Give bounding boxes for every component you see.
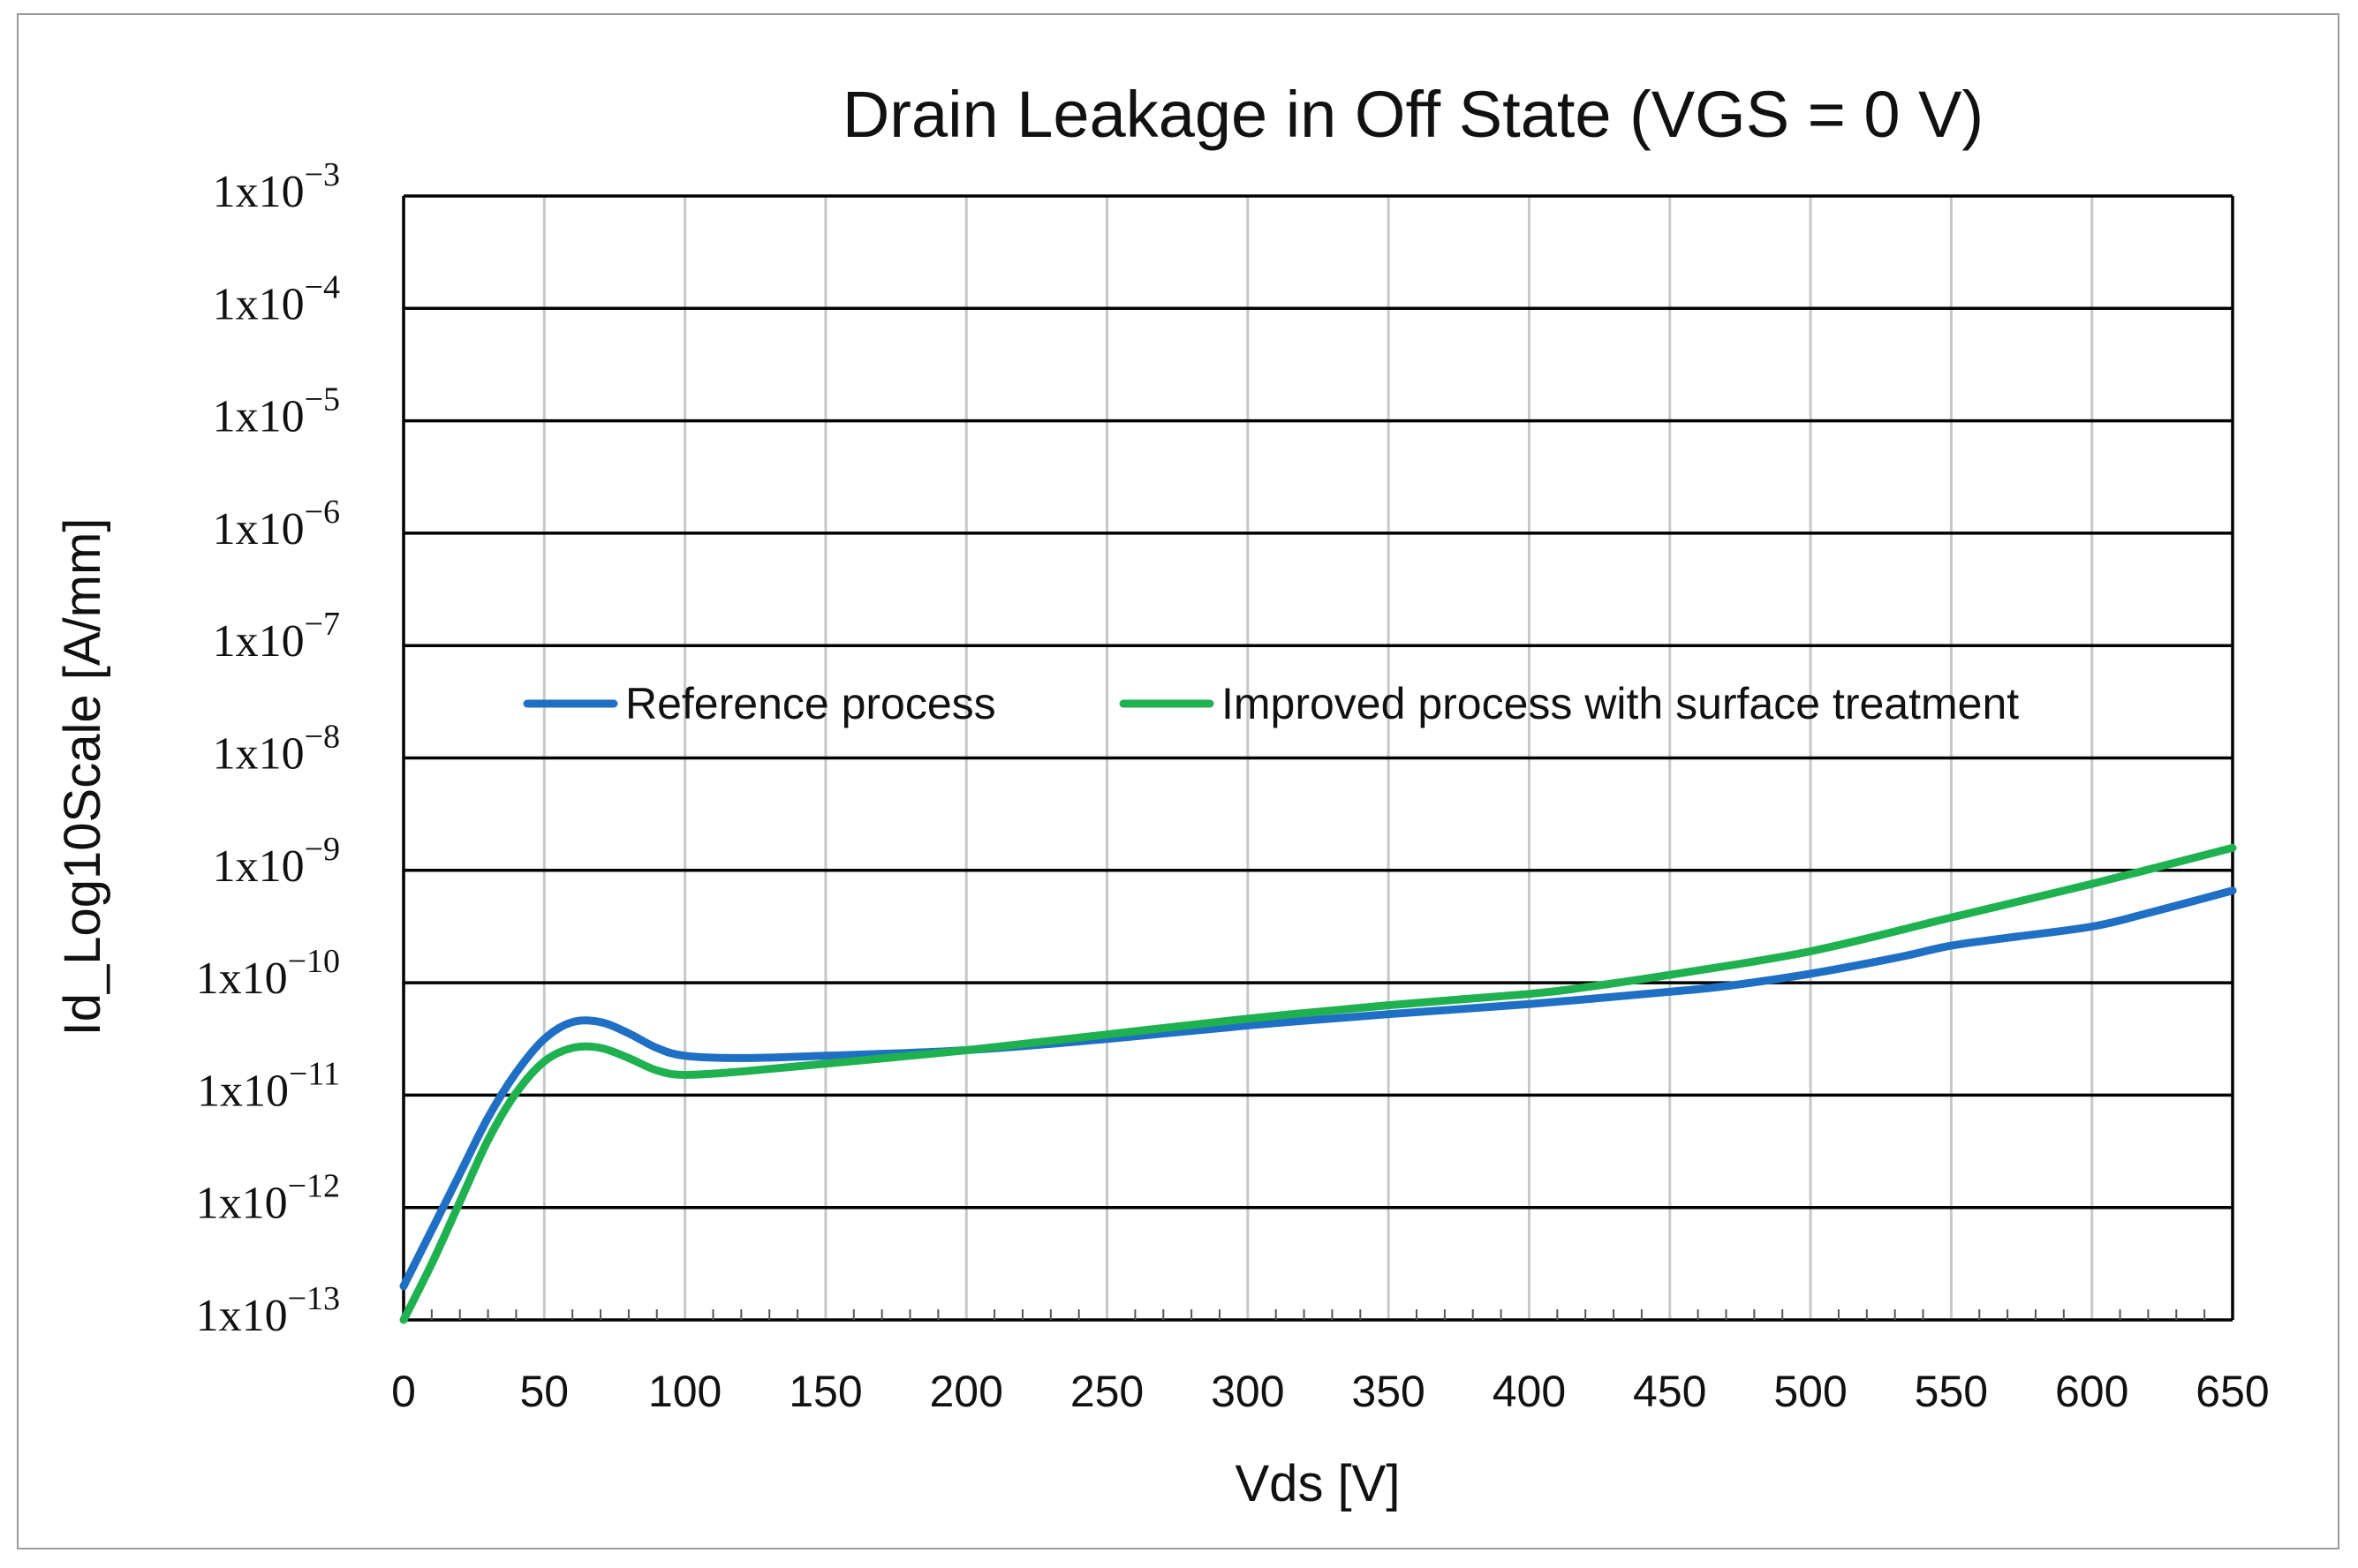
grid-layer	[402, 194, 2234, 1322]
legend: Reference process Improved process with s…	[523, 679, 2019, 728]
x-tick-label: 0	[391, 1367, 416, 1416]
y-tick-label: 1x10−13	[196, 1280, 340, 1341]
x-tick-layer: 0 50 100 150 200 250 300 350 400 450 500 550 600 650	[391, 1367, 2270, 1416]
y-tick-label: 1x10−4	[213, 268, 340, 329]
y-tick-label: 1x10−12	[196, 1168, 340, 1229]
x-tick-label: 650	[2196, 1367, 2269, 1416]
y-tick-label: 1x10−11	[197, 1055, 340, 1116]
y-axis-title: Id_Log10Scale [A/mm]	[54, 518, 111, 1037]
x-tick-label: 450	[1633, 1367, 1706, 1416]
legend-label-1: Reference process	[625, 679, 996, 728]
x-tick-label: 500	[1773, 1367, 1847, 1416]
x-tick-label: 350	[1351, 1367, 1425, 1416]
y-tick-label: 1x10−8	[213, 719, 340, 780]
x-tick-label: 50	[519, 1367, 569, 1416]
x-tick-label: 250	[1070, 1367, 1144, 1416]
x-tick-label: 600	[2055, 1367, 2128, 1416]
series-line-1	[399, 886, 2237, 1291]
x-tick-label: 300	[1211, 1367, 1284, 1416]
x-axis-title: Vds [V]	[1236, 1455, 1401, 1512]
legend-label-2: Improved process with surface treatment	[1221, 679, 2019, 728]
chart-title: Drain Leakage in Off State (VGS = 0 V)	[843, 78, 1984, 151]
y-tick-label: 1x10−6	[213, 494, 340, 554]
y-tick-label: 1x10−5	[213, 381, 340, 442]
x-tick-label: 550	[1915, 1367, 1988, 1416]
y-tick-label: 1x10−9	[213, 831, 340, 892]
x-tick-label: 100	[648, 1367, 722, 1416]
x-tick-label: 200	[930, 1367, 1003, 1416]
x-tick-label: 150	[789, 1367, 862, 1416]
series-line-2	[399, 843, 2237, 1324]
y-tick-layer: 1x10−13 1x10−12 1x10−11 1x10−10 1x10−9 1x10−8…	[196, 156, 340, 1341]
y-tick-label: 1x10−10	[196, 943, 340, 1004]
x-tick-label: 400	[1493, 1367, 1566, 1416]
series-layer	[399, 843, 2237, 1324]
y-tick-label: 1x10−7	[213, 606, 340, 667]
y-tick-label: 1x10−3	[213, 156, 340, 217]
